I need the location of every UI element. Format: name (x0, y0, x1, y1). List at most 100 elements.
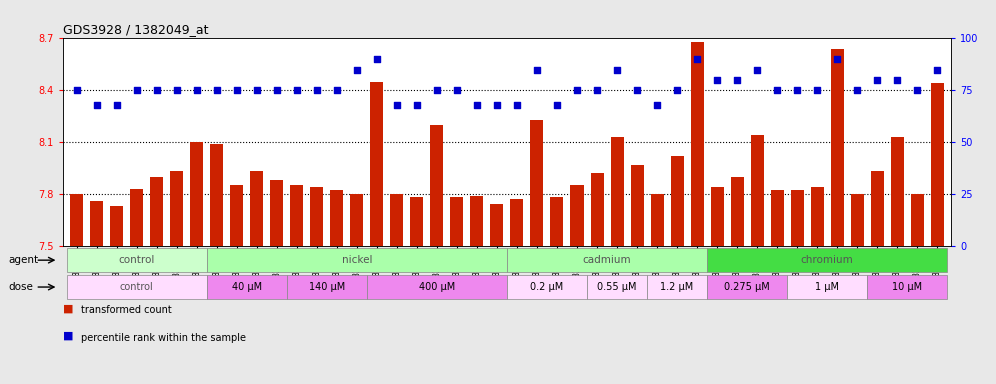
Point (889, 77, 905, 83)
Bar (371, 82, 383, 246)
Bar (490, 204, 503, 246)
Bar (710, 187, 723, 246)
Point (369, 56, 384, 62)
Point (749, 66, 765, 73)
Bar (650, 194, 663, 246)
Bar (230, 185, 243, 246)
Bar (207, 275, 287, 299)
Text: 40 μM: 40 μM (232, 282, 262, 292)
Bar (367, 275, 507, 299)
Bar (331, 190, 344, 246)
Text: 0.55 μM: 0.55 μM (598, 282, 636, 292)
Point (609, 66, 624, 73)
Point (489, 102, 505, 108)
Bar (311, 187, 324, 246)
Point (669, 87, 685, 93)
Bar (410, 197, 423, 246)
Bar (670, 156, 683, 246)
Text: cadmium: cadmium (583, 255, 631, 265)
Point (909, 87, 925, 93)
Text: 0.2 μM: 0.2 μM (530, 282, 564, 292)
Point (870, 77, 885, 83)
Bar (351, 194, 364, 246)
Text: percentile rank within the sample: percentile rank within the sample (81, 333, 246, 343)
Point (69, 87, 85, 93)
Bar (707, 248, 947, 272)
Point (649, 102, 665, 108)
Point (850, 87, 866, 93)
Point (269, 87, 285, 93)
Text: 140 μM: 140 μM (309, 282, 345, 292)
Point (829, 56, 845, 62)
Text: 1 μM: 1 μM (815, 282, 839, 292)
Point (148, 87, 164, 93)
Text: chromium: chromium (801, 255, 854, 265)
Bar (890, 137, 903, 246)
Bar (811, 187, 824, 246)
Point (709, 77, 725, 83)
Point (329, 87, 345, 93)
Bar (791, 190, 804, 246)
Bar (871, 171, 883, 246)
Point (929, 66, 945, 73)
Bar (831, 49, 844, 246)
Point (429, 87, 445, 93)
Point (409, 102, 425, 108)
Bar (111, 206, 124, 246)
Point (309, 87, 325, 93)
Bar (630, 164, 643, 246)
Bar (551, 197, 564, 246)
Point (589, 87, 605, 93)
Bar (707, 275, 787, 299)
Bar (591, 173, 604, 246)
Bar (430, 125, 443, 246)
Point (189, 87, 205, 93)
Text: ■: ■ (63, 331, 74, 341)
Point (529, 66, 545, 73)
Bar (207, 248, 507, 272)
Point (809, 87, 825, 93)
Bar (67, 275, 207, 299)
Point (509, 102, 525, 108)
Bar (507, 275, 587, 299)
Bar (390, 194, 403, 246)
Bar (150, 177, 163, 246)
Point (109, 102, 124, 108)
Bar (250, 171, 263, 246)
Bar (587, 275, 647, 299)
Point (169, 87, 185, 93)
Point (549, 102, 565, 108)
Point (469, 102, 485, 108)
Point (789, 87, 805, 93)
Bar (291, 185, 304, 246)
Text: nickel: nickel (342, 255, 373, 265)
Bar (287, 275, 367, 299)
Point (349, 66, 365, 73)
Bar (190, 142, 203, 246)
Bar (647, 275, 707, 299)
Text: control: control (119, 255, 155, 265)
Text: agent: agent (8, 255, 38, 265)
Text: 0.275 μM: 0.275 μM (724, 282, 770, 292)
Text: 400 μM: 400 μM (418, 282, 455, 292)
Bar (731, 177, 744, 246)
Bar (450, 197, 463, 246)
Text: control: control (120, 282, 153, 292)
Point (249, 87, 265, 93)
Bar (751, 135, 764, 246)
Point (389, 102, 405, 108)
Bar (507, 248, 707, 272)
Bar (611, 137, 623, 246)
Point (89, 102, 105, 108)
Bar (910, 194, 923, 246)
Bar (868, 275, 947, 299)
Bar (930, 83, 943, 246)
Text: 1.2 μM: 1.2 μM (660, 282, 693, 292)
Bar (470, 195, 483, 246)
Bar (571, 185, 584, 246)
Text: transformed count: transformed count (81, 305, 171, 315)
Point (729, 77, 745, 83)
Bar (511, 199, 524, 246)
Bar (270, 180, 283, 246)
Text: ■: ■ (63, 303, 74, 313)
